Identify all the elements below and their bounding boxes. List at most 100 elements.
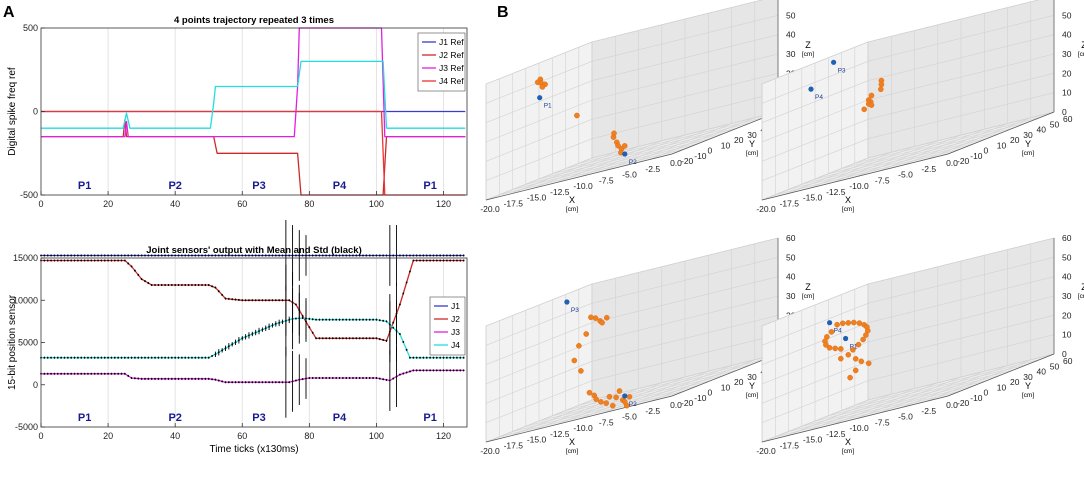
mean-marker: [405, 281, 408, 284]
mean-marker: [201, 377, 203, 380]
mean-marker: [392, 377, 395, 380]
mean-marker: [117, 372, 120, 375]
z-axis-unit: [cm]: [1078, 293, 1084, 300]
mean-marker: [429, 356, 432, 359]
mean-marker: [318, 377, 321, 379]
mean-marker: [107, 356, 109, 359]
y-tick-label: 10: [721, 140, 731, 150]
mean-marker: [221, 380, 224, 383]
mean-marker: [271, 381, 274, 384]
mean-marker: [375, 337, 378, 340]
trajectory-point: [828, 329, 835, 335]
mean-marker: [308, 377, 311, 379]
mean-marker: [238, 381, 240, 384]
mean-marker: [402, 372, 405, 375]
mean-marker: [167, 356, 170, 359]
mean-marker: [97, 372, 99, 375]
mean-marker: [207, 356, 210, 359]
trajectory-point: [865, 360, 872, 367]
y-tick-label: 0: [984, 146, 989, 156]
mean-marker: [197, 254, 200, 257]
trajectory-point: [604, 314, 610, 321]
trajectory-point: [863, 332, 869, 338]
x-tick-label: -17.5: [504, 440, 524, 450]
mean-marker: [399, 303, 401, 306]
mean-marker: [452, 356, 455, 359]
mean-marker: [388, 323, 391, 326]
mean-marker: [170, 284, 173, 286]
chart-title: Joint sensors' output with Mean and Std …: [146, 245, 362, 256]
mean-marker: [321, 318, 324, 321]
mean-marker: [160, 377, 163, 380]
phase-label: P2: [168, 180, 181, 192]
y-axis-line: [947, 353, 1055, 397]
mean-marker: [217, 254, 220, 257]
x-axis-label: X: [845, 437, 851, 447]
y-tick-label: 0: [708, 146, 713, 156]
z-tick-label: 60: [786, 233, 796, 243]
mean-marker: [191, 254, 193, 257]
mean-marker: [154, 356, 156, 359]
mean-marker: [365, 377, 368, 379]
mean-marker: [160, 254, 163, 257]
mean-marker: [100, 372, 103, 375]
trajectory-point: [852, 355, 859, 362]
mean-marker: [355, 337, 358, 340]
gridline: [761, 257, 1055, 346]
mean-marker: [442, 356, 445, 359]
mean-marker: [456, 259, 458, 262]
mean-marker: [375, 318, 378, 321]
mean-marker: [422, 259, 425, 262]
legend-label: J3 Ref: [439, 63, 464, 73]
phase-label: P2: [168, 412, 181, 424]
target-label: P1: [544, 103, 552, 110]
mean-marker: [157, 356, 160, 359]
mean-marker: [254, 331, 257, 334]
mean-marker: [110, 254, 113, 257]
mean-marker: [261, 254, 264, 257]
y-tick-label: 40: [1037, 367, 1047, 377]
mean-marker: [331, 254, 334, 257]
x-tick-label: -17.5: [780, 198, 800, 208]
mean-marker: [251, 381, 254, 384]
mean-marker: [238, 299, 240, 301]
mean-marker: [123, 356, 126, 359]
mean-marker: [439, 369, 442, 372]
mean-marker: [53, 356, 56, 359]
mean-marker: [194, 356, 197, 359]
y-axis-label: Digital spike freq ref: [7, 67, 18, 156]
y-tick-label: -10: [970, 151, 983, 161]
x-tick-label: -15.0: [527, 193, 547, 203]
mean-marker: [170, 377, 173, 380]
mean-marker: [46, 372, 49, 375]
mean-marker: [127, 254, 130, 257]
z-tick-label: 40: [1062, 30, 1072, 40]
mean-marker: [439, 259, 442, 262]
mean-marker: [130, 254, 133, 257]
x-tick-label: -10.0: [573, 423, 593, 433]
y-tick-label: 60: [1063, 356, 1073, 366]
mean-marker: [251, 333, 254, 335]
mean-marker: [227, 381, 230, 384]
mean-marker: [66, 259, 69, 262]
trajectory-point: [610, 402, 616, 409]
mean-marker: [211, 378, 213, 381]
mean-marker: [382, 254, 385, 257]
mean-marker: [328, 254, 331, 257]
mean-marker: [325, 337, 328, 340]
z-axis-label: Z: [1081, 40, 1084, 50]
trajectory-point: [838, 346, 844, 352]
mean-marker: [264, 381, 267, 384]
y-tick-label: 20: [734, 377, 744, 387]
mean-marker: [177, 377, 180, 380]
mean-marker: [140, 356, 143, 359]
mean-marker: [392, 254, 395, 257]
mean-marker: [288, 318, 291, 321]
mean-marker: [462, 254, 465, 257]
mean-marker: [87, 254, 89, 257]
mean-marker: [90, 259, 93, 262]
x-tick-label: 60: [237, 199, 247, 209]
mean-marker: [113, 254, 116, 257]
mean-marker: [318, 318, 321, 321]
y-tick-label: -5000: [15, 422, 38, 432]
